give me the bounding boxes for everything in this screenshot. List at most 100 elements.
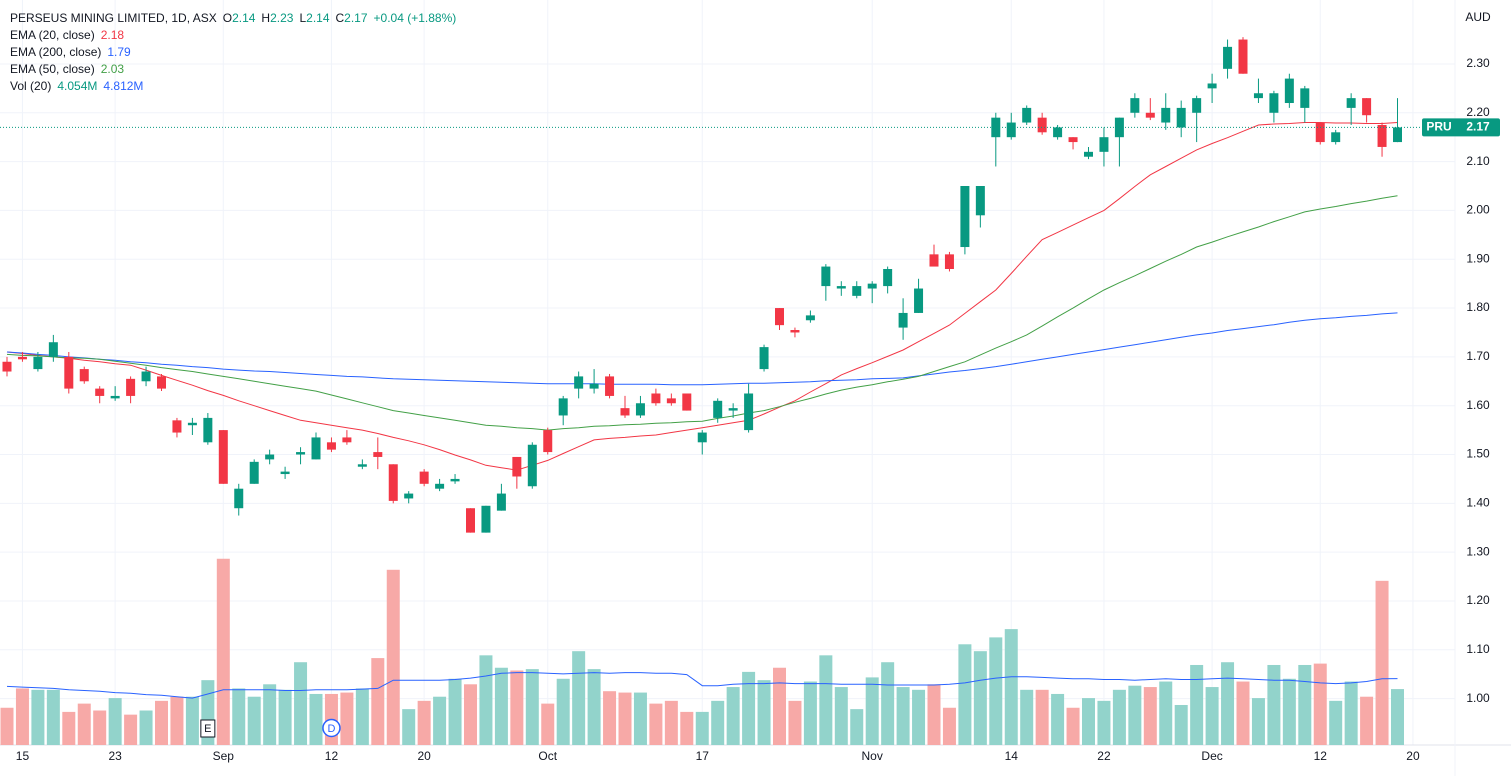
legend-row: Vol (20) 4.054M 4.812M xyxy=(10,78,456,95)
legend-value: 2.18 xyxy=(100,28,125,42)
candle-body xyxy=(790,330,800,333)
candle-body xyxy=(1315,122,1325,143)
volume-bar xyxy=(912,689,926,745)
candle-body xyxy=(419,471,429,484)
volume-bar xyxy=(1344,681,1358,745)
volume-bar xyxy=(1267,664,1281,745)
volume-bar xyxy=(1329,700,1343,745)
volume-bar xyxy=(386,569,400,745)
candle-body xyxy=(960,186,970,248)
volume-bar xyxy=(1298,664,1312,745)
candle-body xyxy=(172,420,182,433)
volume-bar xyxy=(93,710,107,745)
volume-bar xyxy=(850,709,864,745)
volume-bar xyxy=(1066,707,1080,745)
volume-bar xyxy=(834,687,848,745)
volume-bar xyxy=(124,714,138,745)
candle-body xyxy=(1207,83,1217,89)
candle-body xyxy=(1176,107,1186,128)
candle-body xyxy=(481,505,491,533)
candle-body xyxy=(64,356,74,389)
ema-line xyxy=(6,195,1398,431)
candle-body xyxy=(1099,137,1109,152)
candle-body xyxy=(435,483,445,489)
candle-body xyxy=(1362,98,1372,116)
candle-body xyxy=(1084,151,1093,157)
candle-body xyxy=(914,288,924,313)
volume-bar xyxy=(77,703,91,745)
x-tick-label: 22 xyxy=(1097,749,1111,763)
candle-body xyxy=(1346,98,1356,108)
volume-bar xyxy=(865,677,879,745)
candle-body xyxy=(821,266,831,287)
candle-body xyxy=(1300,88,1310,108)
y-tick-label: 1.80 xyxy=(1466,300,1490,314)
volume-bar xyxy=(819,655,833,745)
volume-bar xyxy=(803,681,817,745)
y-tick-label: 1.60 xyxy=(1466,398,1490,412)
volume-bar xyxy=(649,703,663,745)
candle-body xyxy=(33,356,43,370)
x-tick-label: 14 xyxy=(1005,749,1019,763)
grid xyxy=(0,0,1455,745)
candle-body xyxy=(713,400,723,418)
candle-body xyxy=(141,371,151,382)
legend-name: Vol (20) xyxy=(10,79,52,93)
candle-body xyxy=(1130,98,1140,113)
candle-body xyxy=(605,376,615,396)
event-marker xyxy=(200,719,216,738)
legend-value: 1.79 xyxy=(107,45,131,59)
x-tick-label: Dec xyxy=(1201,749,1222,763)
volume-ma-line xyxy=(6,672,1398,699)
y-tick-label: 1.90 xyxy=(1466,251,1490,265)
candle-body xyxy=(898,312,908,328)
volume-bar xyxy=(664,700,678,745)
candle-body xyxy=(466,508,475,533)
candle-body xyxy=(496,493,506,511)
volume-bar xyxy=(263,684,277,745)
legend-row: EMA (200, close) 1.79 xyxy=(10,44,456,61)
volume-bar xyxy=(773,667,786,745)
candle-body xyxy=(311,437,321,460)
candle-body xyxy=(944,254,954,270)
candle-body xyxy=(187,422,197,426)
x-tick-label: 23 xyxy=(108,749,122,763)
volume-bar xyxy=(1143,687,1157,745)
candle-body xyxy=(775,308,784,326)
volume-bar xyxy=(309,693,323,745)
volume-bar xyxy=(1128,685,1142,745)
candle-body xyxy=(805,315,815,321)
volume-bar xyxy=(618,692,632,745)
candle-body xyxy=(1269,93,1279,113)
ohlc-close: C 2.17 xyxy=(336,10,368,27)
legend-name: EMA (50, close) xyxy=(10,62,95,76)
candle-body xyxy=(527,444,537,487)
candle-body xyxy=(1161,107,1171,123)
y-tick-label: 1.50 xyxy=(1466,447,1490,461)
volume-bar xyxy=(294,662,308,745)
y-tick-label: 1.40 xyxy=(1466,496,1490,510)
y-tick-label: 1.10 xyxy=(1466,642,1490,656)
volume-bar xyxy=(633,692,647,745)
ohlc-low: L 2.14 xyxy=(299,10,329,27)
volume-bar xyxy=(417,700,431,745)
ema-line xyxy=(6,312,1398,386)
candle-body xyxy=(17,356,27,360)
candle-body xyxy=(388,464,398,501)
candle-body xyxy=(666,398,676,404)
volume-bar xyxy=(402,709,416,745)
volume-bar xyxy=(1375,580,1389,745)
candle-body xyxy=(512,456,522,477)
candle-body xyxy=(265,454,275,460)
legend-value: 2.03 xyxy=(100,62,125,76)
legend-row: EMA (20, close) 2.18 xyxy=(10,27,456,44)
volume-bar xyxy=(556,678,570,745)
volume-bar xyxy=(494,667,508,745)
volume-bar xyxy=(46,689,60,745)
volume-bar xyxy=(572,651,586,745)
volume-bar xyxy=(510,670,524,745)
